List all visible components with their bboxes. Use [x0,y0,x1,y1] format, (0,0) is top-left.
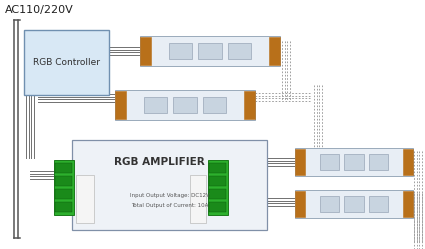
Bar [228,43,251,59]
Bar [169,43,192,59]
Bar [210,176,227,186]
Bar [320,196,339,212]
Bar [140,37,151,65]
Bar [76,175,94,223]
Text: Total Output of Current: 10A: Total Output of Current: 10A [131,202,208,207]
Bar [173,97,197,113]
Bar [208,160,228,215]
Bar [369,196,388,212]
Bar [198,43,222,59]
Bar [210,189,227,199]
Bar [190,175,206,223]
Bar [72,140,267,230]
Text: AC110/220V: AC110/220V [5,5,74,15]
Text: RGB Controller: RGB Controller [33,58,100,67]
Bar [210,202,227,212]
Text: Input Output Voltage: DC12V: Input Output Voltage: DC12V [130,192,210,197]
Bar [344,196,364,212]
Bar [295,149,305,175]
Bar [244,91,255,119]
Bar [403,149,413,175]
Bar [140,36,280,66]
Bar [210,163,227,173]
Bar [403,191,413,217]
Bar [344,154,364,170]
Bar [115,91,126,119]
Bar [295,190,413,218]
Bar [54,160,74,215]
Bar [369,154,388,170]
Text: RGB AMPLIFIER: RGB AMPLIFIER [114,157,205,167]
Bar [56,189,73,199]
Bar [144,97,167,113]
Bar [24,30,109,95]
Bar [56,163,73,173]
Bar [295,148,413,176]
Bar [320,154,339,170]
Bar [56,202,73,212]
Bar [295,191,305,217]
Bar [115,90,255,120]
Bar [56,176,73,186]
Bar [269,37,280,65]
Bar [203,97,226,113]
